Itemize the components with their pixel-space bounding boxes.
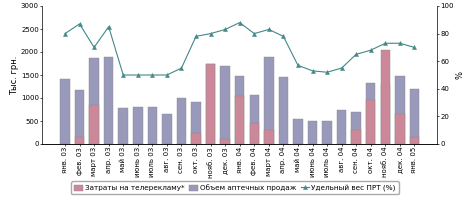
Удельный вес ПРТ (%) — [222, 28, 228, 31]
Удельный вес ПРТ (%) — [237, 21, 243, 24]
Line: Удельный вес ПРТ (%): Удельный вес ПРТ (%) — [63, 20, 416, 77]
Удельный вес ПРТ (%) — [62, 32, 68, 35]
Bar — [89, 105, 99, 144]
Legend: Затраты на телерекламу*, Объем аптечных продаж, Удельный вес ПРТ (%): Затраты на телерекламу*, Объем аптечных … — [71, 181, 399, 194]
Удельный вес ПРТ (%) — [266, 28, 272, 31]
Удельный вес ПРТ (%) — [353, 53, 359, 55]
Удельный вес ПРТ (%) — [193, 35, 199, 38]
Удельный вес ПРТ (%) — [77, 23, 82, 25]
Bar — [250, 95, 259, 144]
Bar — [381, 50, 390, 144]
Удельный вес ПРТ (%) — [295, 64, 301, 67]
Bar — [366, 83, 376, 144]
Удельный вес ПРТ (%) — [412, 46, 417, 49]
Удельный вес ПРТ (%) — [179, 67, 184, 69]
Bar — [206, 64, 215, 144]
Bar — [366, 100, 376, 144]
Y-axis label: %: % — [455, 71, 464, 79]
Bar — [118, 108, 128, 144]
Удельный вес ПРТ (%) — [383, 42, 388, 44]
Bar — [264, 57, 274, 144]
Bar — [177, 98, 186, 144]
Bar — [235, 76, 244, 144]
Удельный вес ПРТ (%) — [164, 74, 170, 76]
Bar — [264, 130, 274, 144]
Bar — [395, 76, 405, 144]
Удельный вес ПРТ (%) — [120, 74, 126, 76]
Bar — [75, 90, 84, 144]
Bar — [148, 107, 157, 144]
Bar — [250, 123, 259, 144]
Bar — [191, 102, 201, 144]
Bar — [220, 139, 230, 144]
Bar — [162, 114, 172, 144]
Bar — [322, 121, 332, 144]
Удельный вес ПРТ (%) — [91, 46, 97, 49]
Y-axis label: Тыс. грн.: Тыс. грн. — [10, 55, 19, 95]
Удельный вес ПРТ (%) — [397, 42, 403, 44]
Bar — [220, 66, 230, 144]
Удельный вес ПРТ (%) — [324, 71, 330, 73]
Bar — [352, 130, 361, 144]
Удельный вес ПРТ (%) — [135, 74, 141, 76]
Bar — [235, 96, 244, 144]
Удельный вес ПРТ (%) — [149, 74, 155, 76]
Bar — [410, 137, 419, 144]
Bar — [381, 84, 390, 144]
Bar — [89, 58, 99, 144]
Удельный вес ПРТ (%) — [208, 32, 213, 35]
Удельный вес ПРТ (%) — [368, 49, 374, 51]
Удельный вес ПРТ (%) — [281, 35, 286, 38]
Удельный вес ПРТ (%) — [106, 25, 111, 28]
Bar — [395, 114, 405, 144]
Bar — [191, 132, 201, 144]
Bar — [308, 121, 317, 144]
Bar — [410, 89, 419, 144]
Bar — [279, 77, 288, 144]
Bar — [206, 64, 215, 144]
Удельный вес ПРТ (%) — [339, 67, 345, 69]
Bar — [293, 119, 303, 144]
Удельный вес ПРТ (%) — [310, 70, 315, 72]
Bar — [133, 107, 142, 144]
Bar — [352, 112, 361, 144]
Bar — [60, 79, 70, 144]
Bar — [75, 137, 84, 144]
Bar — [337, 110, 346, 144]
Удельный вес ПРТ (%) — [251, 32, 257, 35]
Bar — [104, 57, 113, 144]
